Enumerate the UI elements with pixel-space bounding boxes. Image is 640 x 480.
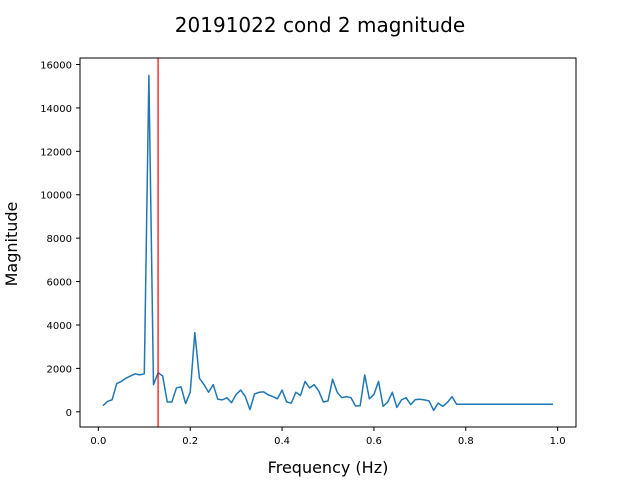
x-tick-label: 0.8 <box>458 436 474 447</box>
y-axis-label: Magnitude <box>2 202 21 287</box>
x-tick-label: 0.6 <box>366 436 382 447</box>
y-tick-label: 8000 <box>47 234 72 245</box>
y-tick-label: 2000 <box>47 364 72 375</box>
axes-frame <box>79 57 577 428</box>
y-tick-label: 10000 <box>40 191 72 202</box>
y-tick-label: 6000 <box>47 278 72 289</box>
x-axis-label: Frequency (Hz) <box>268 458 389 477</box>
x-tick-label: 1.0 <box>550 436 566 447</box>
y-tick-label: 14000 <box>40 104 72 115</box>
series-line-0 <box>102 74 554 412</box>
plot-area: 0.0 0.2 0.4 0.6 0.8 1.0 0 2000 4000 6000 8000 10000… <box>40 57 577 447</box>
chart-title: 20191022 cond 2 magnitude <box>175 13 465 37</box>
y-tick-label: 0 <box>66 408 72 419</box>
x-tick-label: 0.2 <box>182 436 198 447</box>
y-tick-label: 12000 <box>40 147 72 158</box>
x-tick-label: 0.4 <box>274 436 290 447</box>
y-tick-label: 4000 <box>47 321 72 332</box>
x-tick-label: 0.0 <box>90 436 106 447</box>
y-tick-label: 16000 <box>40 61 72 72</box>
